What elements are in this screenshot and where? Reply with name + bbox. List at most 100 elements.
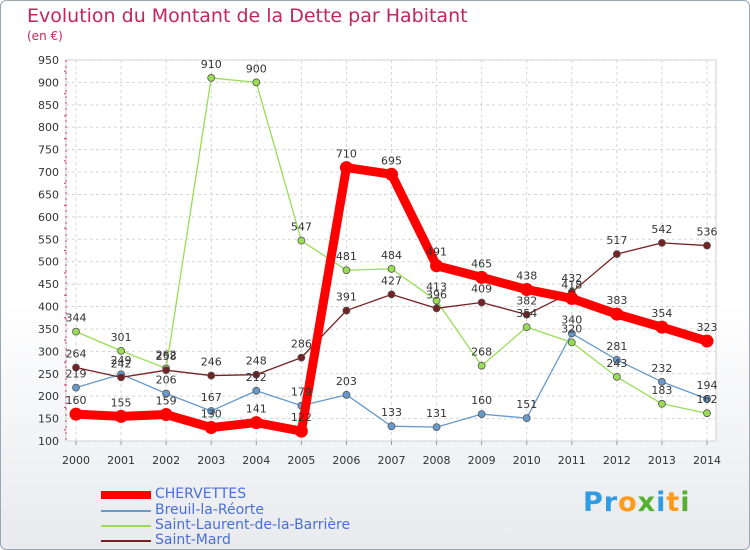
x-tick-label: 2002 — [152, 454, 180, 467]
data-point-2 — [252, 78, 261, 87]
y-tick-label: 750 — [38, 144, 59, 157]
data-label-1: 212 — [246, 371, 267, 384]
x-tick-label: 2000 — [62, 454, 90, 467]
data-point-0 — [385, 167, 398, 181]
data-point-1 — [162, 389, 171, 398]
data-label-0: 418 — [561, 278, 582, 291]
y-tick-label: 250 — [38, 368, 59, 381]
data-label-1: 249 — [111, 354, 132, 367]
y-tick-label: 650 — [38, 188, 59, 201]
data-point-1 — [387, 422, 396, 431]
data-label-0: 383 — [606, 294, 627, 307]
y-tick-label: 600 — [38, 211, 59, 224]
legend-label-2: Saint-Laurent-de-la-Barrière — [155, 517, 351, 533]
data-label-2: 481 — [336, 250, 357, 263]
data-label-3: 264 — [66, 347, 87, 360]
data-point-0 — [700, 334, 714, 348]
data-label-2: 183 — [651, 384, 672, 397]
y-tick-label: 350 — [38, 323, 59, 336]
data-point-2 — [117, 347, 125, 355]
data-label-3: 409 — [471, 282, 492, 295]
data-point-1 — [567, 329, 576, 338]
legend-swatch-2 — [101, 524, 151, 527]
data-point-3 — [207, 371, 216, 380]
data-label-0: 155 — [111, 396, 132, 409]
unit-label: (en €) — [27, 29, 63, 43]
data-point-3 — [432, 304, 441, 313]
data-point-1 — [207, 407, 216, 415]
x-tick-label: 2007 — [378, 454, 406, 467]
y-tick-label: 800 — [38, 121, 59, 134]
data-point-3 — [387, 290, 396, 299]
data-label-3: 391 — [336, 291, 357, 304]
data-point-1 — [658, 377, 666, 386]
x-tick-label: 2011 — [558, 454, 586, 467]
plot-area — [65, 59, 717, 442]
data-label-3: 536 — [697, 226, 718, 239]
y-tick-label: 200 — [38, 390, 59, 403]
data-point-2 — [342, 266, 351, 275]
data-label-1: 160 — [471, 394, 492, 407]
data-point-3 — [612, 250, 621, 258]
data-label-3: 242 — [111, 357, 132, 370]
data-point-3 — [703, 241, 711, 250]
legend-swatch-1 — [101, 509, 151, 512]
data-label-0: 141 — [246, 403, 267, 416]
data-point-0 — [475, 270, 489, 284]
legend-item-3: Saint-Mard — [101, 533, 231, 548]
legend-label-0: CHERVETTES — [155, 486, 247, 502]
legend-swatch-3 — [101, 539, 151, 542]
data-point-1 — [612, 355, 621, 364]
data-label-2: 910 — [201, 58, 222, 71]
data-label-0: 438 — [516, 269, 537, 282]
data-label-2: 301 — [111, 331, 132, 344]
data-point-3 — [117, 373, 125, 382]
data-label-1: 179 — [291, 386, 312, 399]
data-label-3: 246 — [201, 356, 222, 369]
data-point-0 — [204, 421, 218, 435]
legend-item-2: Saint-Laurent-de-la-Barrière — [101, 518, 350, 533]
data-label-0: 695 — [381, 154, 402, 167]
data-label-0: 130 — [201, 408, 222, 421]
data-label-1: 151 — [516, 398, 537, 411]
data-label-3: 432 — [561, 272, 582, 285]
data-label-0: 160 — [66, 394, 87, 407]
data-point-1 — [72, 383, 80, 392]
proxiti-logo: Proxiti — [583, 487, 691, 518]
data-label-3: 258 — [156, 350, 177, 363]
data-label-2: 484 — [381, 249, 402, 262]
data-label-2: 268 — [471, 346, 492, 359]
data-label-2: 413 — [426, 281, 447, 294]
data-label-3: 248 — [246, 355, 267, 368]
data-label-3: 427 — [381, 274, 402, 287]
data-point-3 — [297, 353, 306, 362]
data-point-0 — [655, 320, 669, 334]
data-label-2: 344 — [66, 312, 87, 325]
data-label-2: 547 — [291, 221, 312, 234]
x-tick-label: 2003 — [197, 454, 225, 467]
y-tick-label: 500 — [38, 256, 59, 269]
data-point-2 — [207, 74, 216, 82]
data-point-0 — [69, 407, 83, 421]
data-point-0 — [249, 416, 263, 430]
y-tick-label: 850 — [38, 99, 59, 112]
data-label-2: 262 — [156, 348, 177, 361]
data-label-2: 243 — [606, 357, 627, 370]
data-point-3 — [72, 363, 80, 372]
data-point-2 — [658, 399, 666, 408]
y-tick-label: 100 — [38, 435, 59, 448]
data-label-1: 133 — [381, 406, 402, 419]
data-label-0: 122 — [291, 411, 312, 424]
legend-label-1: Breuil-la-Réorte — [155, 502, 265, 518]
data-point-0 — [159, 408, 173, 422]
data-label-2: 320 — [561, 322, 582, 335]
data-label-3: 517 — [606, 234, 627, 247]
data-point-0 — [339, 161, 353, 175]
y-tick-label: 150 — [38, 413, 59, 426]
data-label-1: 281 — [606, 340, 627, 353]
x-tick-label: 2006 — [332, 454, 360, 467]
data-label-3: 542 — [651, 223, 672, 236]
data-label-1: 131 — [426, 407, 447, 420]
